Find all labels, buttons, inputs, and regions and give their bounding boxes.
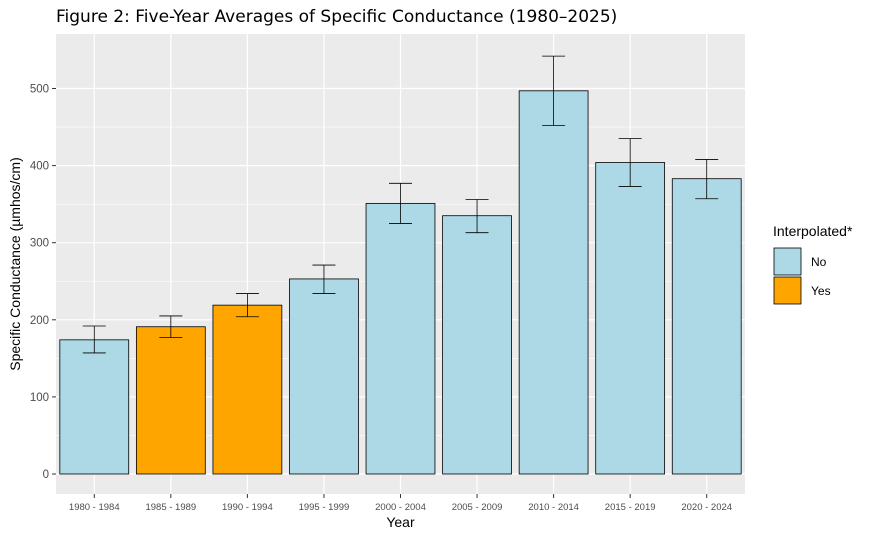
error-bar bbox=[695, 159, 719, 200]
bar bbox=[671, 178, 742, 475]
legend-label: Yes bbox=[811, 284, 831, 298]
bars bbox=[59, 90, 742, 475]
error-bar bbox=[312, 264, 336, 294]
error-bars bbox=[82, 55, 719, 354]
x-tick-label: 2000 - 2004 bbox=[375, 502, 426, 513]
x-tick-label: 1995 - 1999 bbox=[299, 502, 350, 513]
y-tick-label: 0 bbox=[43, 469, 49, 481]
bar bbox=[365, 202, 436, 475]
x-tick-label: 2020 - 2024 bbox=[681, 502, 732, 513]
error-bar bbox=[159, 315, 183, 338]
y-tick-label: 200 bbox=[30, 315, 49, 327]
x-tick-label: 1985 - 1989 bbox=[145, 502, 196, 513]
y-tick-label: 500 bbox=[30, 84, 49, 96]
y-tick-label: 100 bbox=[30, 392, 49, 404]
x-tick-label: 1990 - 1994 bbox=[222, 502, 273, 513]
error-bar bbox=[82, 325, 106, 354]
error-bar bbox=[618, 138, 642, 187]
error-bar bbox=[465, 199, 489, 234]
y-tick-label: 300 bbox=[30, 238, 49, 250]
error-bar bbox=[235, 293, 259, 318]
bar bbox=[518, 90, 589, 475]
bar bbox=[59, 339, 130, 475]
legend-swatch bbox=[773, 276, 802, 305]
bar bbox=[212, 304, 283, 475]
bar bbox=[442, 215, 512, 475]
x-axis-title: Year bbox=[386, 514, 415, 530]
y-tick-label: 400 bbox=[30, 161, 49, 173]
chart-title: Figure 2: Five-Year Averages of Specific… bbox=[56, 7, 617, 27]
legend-swatch bbox=[773, 247, 802, 276]
legend: Interpolated* No Yes bbox=[773, 223, 853, 305]
bar bbox=[135, 326, 206, 475]
y-axis-title: Specific Conductance (µmhos/cm) bbox=[7, 157, 23, 370]
y-axis: 0 100 200 300 400 500 bbox=[30, 84, 56, 481]
x-axis: 1980 - 1984 1985 - 1989 1990 - 1994 1995 - … bbox=[69, 494, 732, 513]
legend-label: No bbox=[811, 255, 827, 269]
error-bar bbox=[389, 182, 412, 224]
x-tick-label: 2010 - 2014 bbox=[528, 502, 579, 513]
bar bbox=[595, 162, 666, 475]
x-tick-label: 1980 - 1984 bbox=[69, 502, 120, 513]
x-tick-label: 2005 - 2009 bbox=[452, 502, 503, 513]
legend-title: Interpolated* bbox=[773, 223, 853, 239]
x-tick-label: 2015 - 2019 bbox=[605, 502, 656, 513]
bar bbox=[289, 278, 359, 475]
error-bar bbox=[542, 55, 566, 126]
